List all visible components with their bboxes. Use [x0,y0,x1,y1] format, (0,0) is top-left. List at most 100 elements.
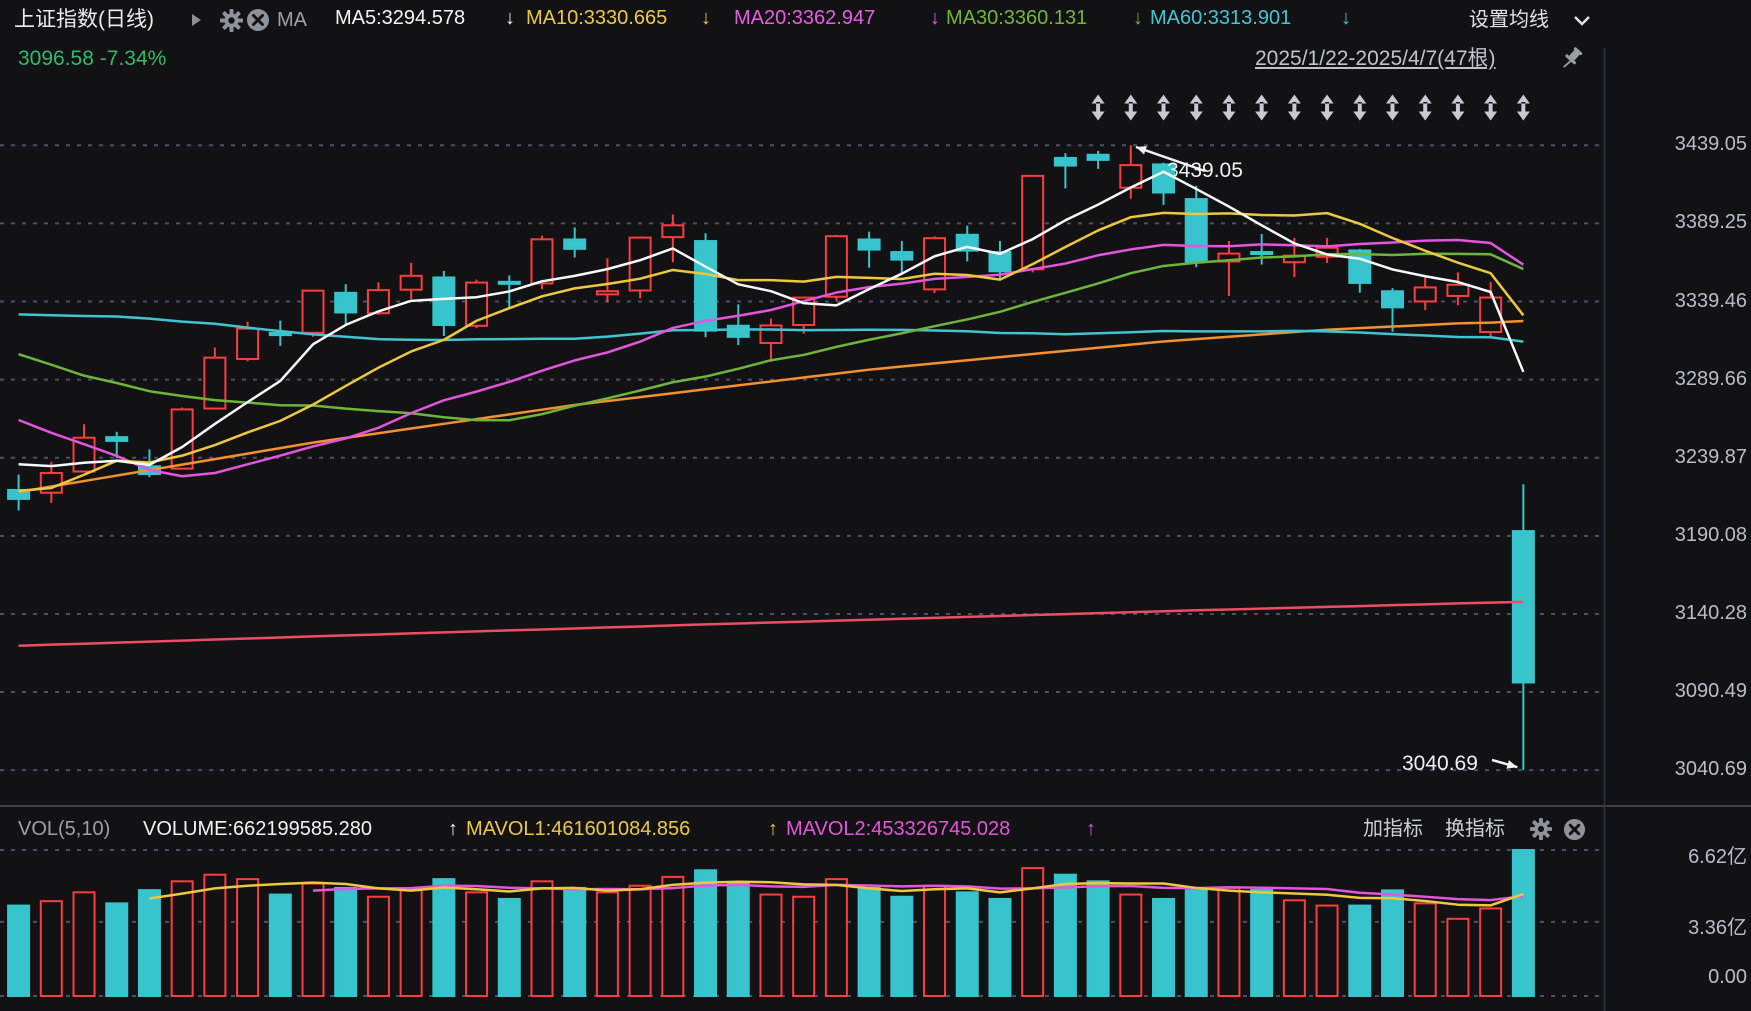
candle-body [497,280,521,285]
candle-body [563,238,587,250]
candle-body [1315,246,1339,258]
candle-body [1053,156,1077,167]
candle-body [399,274,423,291]
switch-indicator-button[interactable]: 换指标 [1445,818,1505,840]
candle-body [170,408,194,470]
candle-body [857,238,881,251]
volume-bar [923,884,947,997]
change-percent: -7.34% [99,47,167,70]
candle-body [726,324,750,338]
candle-body [824,235,848,298]
candle-body [1413,286,1437,303]
volume-bar [399,889,423,998]
ma-line-ma60 [18,313,1524,343]
volume-bar [137,889,161,998]
candle-body [923,237,947,291]
price-axis-label: 3239.87 [1674,445,1747,468]
volume-bar [1511,849,1535,997]
symbol-expand-caret[interactable] [192,14,201,26]
candle-body [1250,251,1274,256]
gear-icon[interactable] [219,8,244,33]
candle-body [988,251,1012,273]
updown-arrow-icon [1091,94,1105,121]
candle-body [595,290,619,296]
volume-bar [759,893,783,998]
candle-body [1479,296,1503,334]
add-indicator-button[interactable]: 加指标 [1363,818,1423,840]
volume-bar [72,891,96,998]
volume-bar [988,897,1012,998]
vol-legend-value: MAVOL1:461601084.856 [466,818,691,840]
candle-body [530,238,554,285]
volume-bar [1446,917,1470,998]
updown-arrow-icon [1124,94,1138,121]
chevron-down-icon[interactable] [1573,15,1591,27]
volume-bar [1381,889,1405,997]
volume-bar [726,882,750,997]
volume-bar [792,895,816,998]
candle-body [334,291,358,314]
annotation-arrow-line [1135,145,1206,173]
ma-group-label[interactable]: MA [277,9,307,31]
vol-close-icon[interactable] [1563,818,1586,841]
ma-trend-down-icon: ↓ [1133,7,1143,29]
volume-bar [7,904,31,997]
volume-bar [1053,873,1077,998]
vol-trend-up-icon: ↑ [768,818,778,840]
ma-line-ma20 [18,238,1525,478]
candle-body [268,331,292,337]
annotation-low-value: 3040.69 [1402,752,1478,775]
updown-arrow-icon [1451,94,1465,121]
updown-arrow-icon [1353,94,1367,121]
close-indicator-icon[interactable] [246,8,270,32]
updown-arrow-icon [1189,94,1203,121]
ma-trend-down-icon: ↓ [930,7,940,29]
candle-body [759,324,783,345]
volume-bar [203,873,227,998]
price-axis-label: 3389.25 [1674,211,1747,234]
volume-bar [1119,893,1143,998]
candle-body [366,289,390,315]
volume-bar [628,884,652,997]
volume-bar [105,902,129,997]
vol-indicator-label[interactable]: VOL(5,10) [18,818,111,840]
price-axis-label: 3289.66 [1674,367,1747,390]
last-price-and-change: 3096.58 -7.34% [18,46,166,71]
pin-icon[interactable] [1556,44,1586,74]
volume-bar [39,900,63,997]
volume-bar [1184,889,1208,998]
ma-legend-value: MA10:3330.665 [526,7,668,29]
mavol-line-mavol2 [312,883,1524,902]
updown-arrow-icon [1484,94,1498,121]
updown-arrow-icon [1222,94,1236,121]
volume-bar [1479,907,1503,997]
volume-bar [1282,899,1306,998]
candle-body [236,327,260,361]
volume-axis-label: 3.36亿 [1688,917,1747,939]
volume-bar [301,882,325,997]
vol-legend-value: VOLUME:662199585.280 [143,818,373,840]
candle-body [1086,153,1110,161]
annotation-high-value: 3439.05 [1167,159,1243,182]
ma-settings-button[interactable]: 设置均线 [1469,9,1549,31]
volume-bar [497,897,521,998]
ma-line-ma250 [18,600,1524,648]
candle-body [890,251,914,261]
symbol-title[interactable]: 上证指数(日线) [14,8,154,31]
ma-trend-down-icon: ↓ [505,7,515,29]
ma-legend-value: MA5:3294.578 [335,7,466,29]
vol-gear-icon[interactable] [1529,817,1553,841]
volume-bar [1152,897,1176,998]
volume-bar [857,886,881,997]
price-axis-label: 3140.28 [1674,601,1747,624]
date-range-link[interactable]: 2025/1/22-2025/4/7(47根) [1255,47,1496,70]
volume-bar [530,880,554,997]
volume-bar [1086,880,1110,997]
candle-body [432,276,456,326]
vol-trend-up-icon: ↑ [448,818,458,840]
volume-bar [1413,902,1437,997]
volume-bar [236,878,260,997]
candle-body [105,436,129,442]
updown-arrow-icon [1157,94,1171,121]
